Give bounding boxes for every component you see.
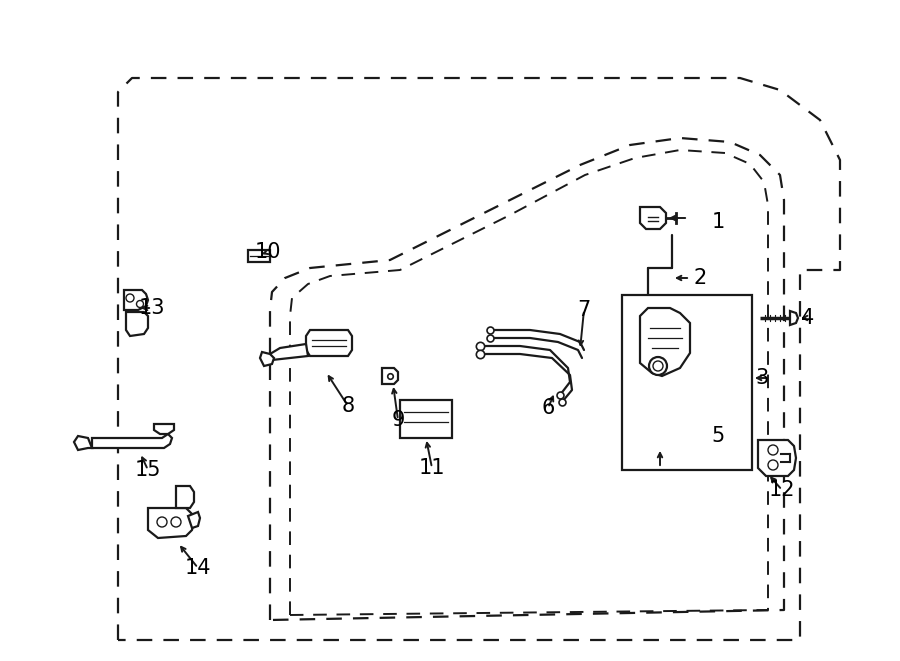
Polygon shape: [176, 486, 194, 508]
Text: 8: 8: [341, 396, 355, 416]
Polygon shape: [248, 250, 270, 262]
Polygon shape: [400, 400, 452, 438]
Polygon shape: [758, 440, 796, 476]
Text: 13: 13: [139, 298, 166, 318]
Circle shape: [157, 517, 167, 527]
Polygon shape: [306, 330, 352, 356]
Text: 6: 6: [541, 398, 554, 418]
Polygon shape: [148, 508, 194, 538]
Circle shape: [653, 361, 663, 371]
Text: 1: 1: [711, 212, 724, 232]
Text: 7: 7: [578, 300, 590, 320]
Bar: [622, 295, 752, 470]
Circle shape: [126, 294, 134, 302]
Polygon shape: [74, 436, 92, 450]
Text: 2: 2: [693, 268, 706, 288]
Text: 3: 3: [755, 368, 769, 388]
Polygon shape: [790, 311, 798, 325]
Polygon shape: [382, 368, 398, 384]
Polygon shape: [260, 352, 274, 366]
Text: 4: 4: [801, 308, 814, 328]
Polygon shape: [92, 434, 172, 448]
Text: 9: 9: [392, 410, 405, 430]
Circle shape: [649, 357, 667, 375]
Text: 15: 15: [135, 460, 161, 480]
Circle shape: [768, 445, 778, 455]
Polygon shape: [188, 512, 200, 528]
Polygon shape: [270, 344, 308, 360]
Circle shape: [768, 460, 778, 470]
Text: 5: 5: [711, 426, 724, 446]
Polygon shape: [640, 308, 690, 376]
Polygon shape: [640, 207, 666, 229]
Text: 11: 11: [418, 458, 446, 478]
Circle shape: [171, 517, 181, 527]
Text: 12: 12: [769, 480, 796, 500]
Circle shape: [137, 301, 143, 307]
Text: 10: 10: [255, 242, 281, 262]
Text: 14: 14: [184, 558, 212, 578]
Polygon shape: [154, 424, 174, 434]
Polygon shape: [124, 290, 148, 310]
Polygon shape: [126, 312, 148, 336]
